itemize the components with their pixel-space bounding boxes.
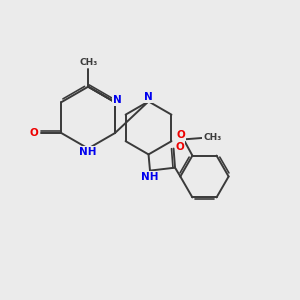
Text: O: O <box>176 130 185 140</box>
Text: CH₃: CH₃ <box>203 134 221 142</box>
Text: N: N <box>113 95 122 105</box>
Text: CH₃: CH₃ <box>79 58 97 67</box>
Text: O: O <box>176 142 184 152</box>
Text: NH: NH <box>79 147 96 157</box>
Text: N: N <box>144 92 152 102</box>
Text: NH: NH <box>141 172 158 182</box>
Text: O: O <box>30 128 39 138</box>
